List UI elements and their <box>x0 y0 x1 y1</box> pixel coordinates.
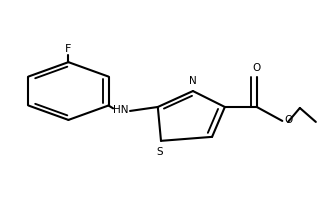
Text: N: N <box>189 76 197 86</box>
Text: O: O <box>253 63 261 73</box>
Text: S: S <box>156 147 163 157</box>
Text: HN: HN <box>113 105 129 115</box>
Text: F: F <box>65 44 71 54</box>
Text: O: O <box>284 115 292 125</box>
